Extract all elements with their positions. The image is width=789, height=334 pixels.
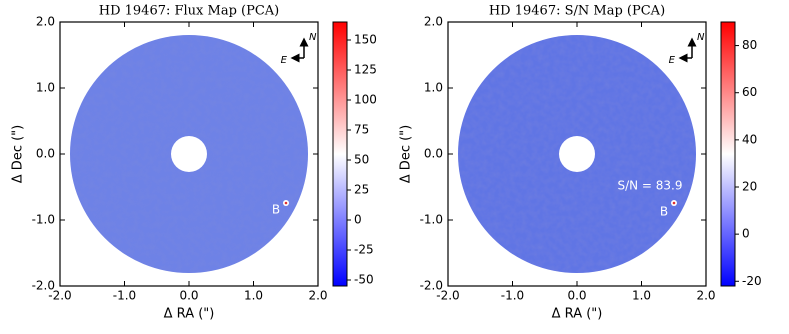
colorbar-tick-label: -25: [354, 243, 374, 257]
y-axis-label: Δ Dec ("): [399, 125, 414, 183]
colorbar: [720, 21, 736, 287]
colorbar-tick-label: 40: [742, 132, 757, 146]
y-tick-label: 2.0: [36, 15, 55, 29]
compass-label: N: [309, 32, 317, 43]
colorbar-tick-label: 100: [354, 93, 377, 107]
panel: B N E HD 19467: Flux Map (PCA) Δ RA (") Δ …: [11, 4, 377, 322]
y-tick-label: 2.0: [424, 15, 443, 29]
y-tick-label: 1.0: [424, 81, 443, 95]
colorbar-tick-label: 125: [354, 63, 377, 77]
colorbar-tick-label: 80: [742, 38, 757, 52]
x-axis-label: Δ RA ("): [164, 307, 215, 322]
colorbar-tick-label: 25: [354, 183, 369, 197]
compass-label: E: [281, 55, 288, 66]
panel: B S/N = 83.9 N E HD 19467: S/N Map (PCA)…: [399, 4, 762, 322]
y-tick-label: 0.0: [36, 147, 55, 161]
colorbar-tick-label: 75: [354, 123, 369, 137]
x-tick-label: -2.0: [48, 289, 71, 303]
chart-title: HD 19467: S/N Map (PCA): [489, 4, 665, 19]
colorbar-tick-label: 150: [354, 33, 377, 47]
compass-label: E: [669, 55, 676, 66]
y-tick-label: -1.0: [420, 213, 443, 227]
x-tick-label: 2.0: [696, 289, 715, 303]
y-axis-label: Δ Dec ("): [11, 125, 26, 183]
colorbar-tick-label: 20: [742, 180, 757, 194]
colorbar-tick-label: 0: [354, 213, 362, 227]
colorbar-tick-label: 50: [354, 153, 369, 167]
x-tick-label: -2.0: [436, 289, 459, 303]
y-tick-label: -2.0: [32, 279, 55, 293]
image-mask: [171, 136, 207, 172]
annotation: B: [660, 205, 668, 219]
annotation: B: [272, 203, 280, 217]
annotation: S/N = 83.9: [617, 179, 682, 193]
chart-title: HD 19467: Flux Map (PCA): [99, 4, 280, 19]
y-tick-label: 1.0: [36, 81, 55, 95]
colorbar-tick-label: -50: [354, 273, 374, 287]
compass-label: N: [697, 32, 705, 43]
x-tick-label: 1.0: [632, 289, 651, 303]
y-tick-label: -1.0: [32, 213, 55, 227]
colorbar-tick-label: 0: [742, 227, 750, 241]
colorbar-tick-label: -20: [742, 274, 762, 288]
x-tick-label: 0.0: [179, 289, 198, 303]
colorbar: [332, 21, 348, 287]
x-axis-label: Δ RA ("): [552, 307, 603, 322]
x-tick-label: 0.0: [567, 289, 586, 303]
image-mask: [559, 136, 595, 172]
colorbar-tick-label: 60: [742, 85, 757, 99]
y-tick-label: 0.0: [424, 147, 443, 161]
x-tick-label: -1.0: [501, 289, 524, 303]
x-tick-label: 2.0: [308, 289, 327, 303]
companion-core: [672, 201, 676, 205]
y-tick-label: -2.0: [420, 279, 443, 293]
companion-core: [284, 201, 288, 205]
x-tick-label: 1.0: [244, 289, 263, 303]
x-tick-label: -1.0: [113, 289, 136, 303]
